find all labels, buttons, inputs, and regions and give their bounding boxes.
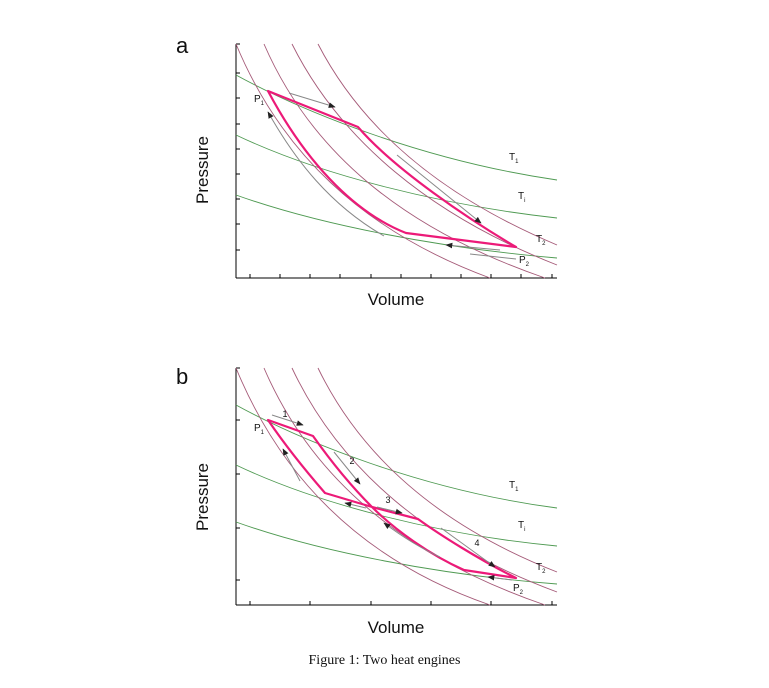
panel-a-adiabat-4	[317, 43, 558, 246]
panel-b: b Volume Pressure	[176, 364, 558, 637]
panel-a-arrows	[267, 92, 517, 260]
panel-b-arrow-3a	[376, 506, 403, 515]
figure-caption: Figure 1: Two heat engines	[308, 653, 461, 668]
panel-a-arrow-right	[396, 154, 482, 224]
panel-b-adiabat-1	[235, 367, 491, 606]
panel-b-step-3: 3	[385, 495, 390, 505]
panel-b-adiabat-3	[291, 367, 558, 593]
panel-a-arrow-bottom	[445, 242, 501, 251]
panel-b-step-1: 1	[282, 409, 287, 419]
panel-b-arrow-inner	[383, 522, 441, 558]
panel-b-arrows	[271, 414, 513, 581]
panel-a-t1-label: T1	[509, 152, 519, 165]
panel-a-ylabel: Pressure	[193, 136, 212, 204]
panel-b-xlabel: Volume	[368, 618, 425, 637]
panel-a-ti-label: Ti	[518, 191, 525, 204]
panel-a-xlabel: Volume	[368, 290, 425, 309]
panel-b-isotherm-ti	[235, 464, 558, 547]
panel-a-adiabat-3	[291, 43, 558, 266]
panel-a-leader-p2	[469, 253, 517, 260]
panel-a-labels: P1 P2 T1 Ti T2	[254, 94, 546, 268]
panel-b-letter: b	[176, 364, 188, 389]
panel-a-p2-label: P2	[519, 255, 530, 268]
panel-b-p2-label: P2	[513, 583, 524, 596]
panel-a-axes	[235, 43, 557, 279]
panel-a-isotherm-t2	[235, 194, 558, 259]
panel-b-ylabel: Pressure	[193, 463, 212, 531]
panel-b-labels: P1 P2 T1 Ti T2 1 2 3 4	[254, 409, 546, 596]
panel-b-arrow-1	[271, 414, 304, 426]
panel-a-isotherm-ti	[235, 134, 558, 219]
panel-b-t1-label: T1	[509, 480, 519, 493]
panel-a-isotherm-t1	[235, 74, 558, 181]
panel-b-arrow-2	[333, 451, 361, 485]
panel-b-adiabat-4	[317, 367, 558, 573]
panel-b-step-2: 2	[349, 456, 354, 466]
panel-a-t2-label: T2	[536, 234, 546, 247]
panel-b-p1-label: P1	[254, 423, 265, 436]
panel-b-step-4: 4	[474, 538, 479, 548]
panel-b-t2-label: T2	[536, 562, 546, 575]
panel-b-isotherm-t1	[235, 404, 558, 509]
panel-a-cycle	[266, 89, 518, 249]
panel-b-axes	[235, 367, 557, 606]
panel-b-adiabat-2	[263, 367, 546, 606]
panel-a-p1-label: P1	[254, 94, 265, 107]
panel-a-adiabat-1	[235, 43, 491, 279]
panel-b-arrow-4	[440, 527, 496, 568]
panel-b-ti-label: Ti	[518, 520, 525, 533]
panel-a: a Volume Pressure	[176, 33, 558, 309]
panel-a-isotherms	[235, 74, 558, 259]
panel-b-arrow-bottom	[487, 575, 513, 581]
panel-b-adiabats	[235, 367, 558, 606]
panel-b-arrow-3b	[344, 501, 367, 509]
panel-b-isotherms	[235, 404, 558, 585]
panel-b-arrow-left	[282, 448, 301, 482]
panel-a-arrow-top	[288, 92, 336, 108]
panel-b-cycle	[266, 418, 518, 580]
panel-a-arrow-left	[267, 111, 385, 237]
panel-a-letter: a	[176, 33, 189, 58]
